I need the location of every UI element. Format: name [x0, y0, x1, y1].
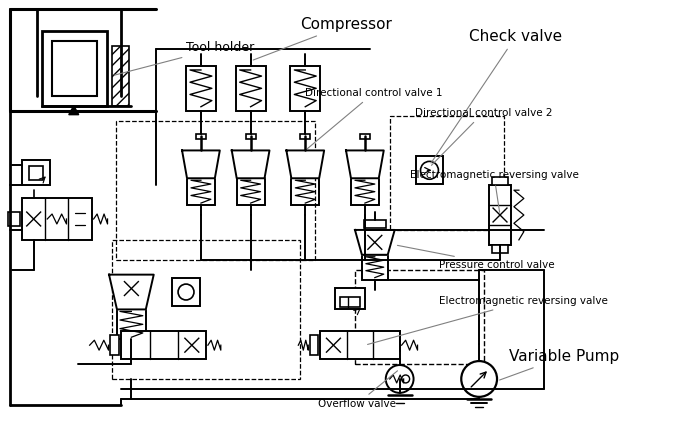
Bar [186, 66, 216, 111]
Bar [121, 331, 206, 359]
Text: Tool holder: Tool holder [114, 41, 254, 75]
Bar [355, 270, 484, 364]
Bar [300, 133, 310, 139]
Bar [362, 255, 388, 279]
Bar [245, 133, 256, 139]
Bar [416, 157, 444, 184]
Bar [320, 331, 400, 359]
Bar [42, 31, 107, 106]
Polygon shape [355, 230, 395, 255]
Bar [112, 240, 300, 379]
Bar [22, 160, 50, 185]
Text: Compressor: Compressor [253, 17, 392, 60]
Bar [364, 220, 386, 228]
Bar [335, 288, 365, 310]
Polygon shape [109, 275, 154, 310]
Bar [290, 66, 320, 111]
Text: Directional control valve 1: Directional control valve 1 [305, 88, 443, 149]
Text: Check valve: Check valve [431, 29, 562, 163]
Polygon shape [286, 150, 324, 178]
Text: Directional control valve 2: Directional control valve 2 [414, 108, 552, 165]
Text: Pressure control valve: Pressure control valve [397, 245, 555, 270]
Bar [389, 116, 504, 230]
Circle shape [421, 161, 439, 179]
Polygon shape [346, 150, 384, 178]
Circle shape [178, 284, 194, 300]
Bar [109, 335, 119, 355]
Polygon shape [182, 150, 220, 178]
Text: Variable Pump: Variable Pump [500, 349, 620, 380]
Bar [52, 41, 96, 96]
Circle shape [386, 365, 414, 393]
Bar [196, 133, 206, 139]
Bar [236, 66, 265, 111]
Bar [8, 212, 20, 226]
Polygon shape [231, 150, 270, 178]
Text: Electromagnetic reversing valve: Electromagnetic reversing valve [410, 170, 579, 212]
Bar [22, 198, 91, 240]
Bar [291, 178, 319, 205]
Polygon shape [69, 106, 79, 115]
Bar [112, 46, 130, 106]
Bar [187, 178, 215, 205]
Bar [237, 178, 265, 205]
Text: Overflow valve: Overflow valve [318, 371, 398, 409]
Bar [172, 278, 200, 306]
Bar [117, 310, 146, 339]
Bar [29, 166, 43, 180]
Circle shape [402, 375, 410, 383]
Bar [340, 297, 360, 307]
Bar [492, 177, 508, 185]
Bar [116, 121, 315, 260]
Bar [310, 335, 318, 355]
Circle shape [462, 361, 497, 397]
Text: Electromagnetic reversing valve: Electromagnetic reversing valve [367, 296, 608, 344]
Bar [351, 178, 379, 205]
Bar [492, 245, 508, 253]
Bar [360, 133, 370, 139]
Bar [489, 185, 511, 245]
